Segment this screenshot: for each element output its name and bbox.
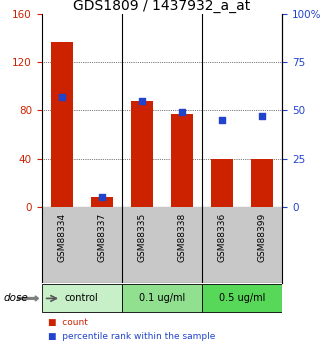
Text: GSM88336: GSM88336: [218, 213, 227, 262]
Text: GSM88335: GSM88335: [137, 213, 147, 262]
Text: GSM88338: GSM88338: [178, 213, 187, 262]
Text: GSM88334: GSM88334: [57, 213, 66, 262]
Bar: [91, 197, 113, 207]
Point: [59, 94, 64, 100]
Bar: [122, 284, 202, 313]
Bar: [51, 41, 73, 207]
Text: control: control: [65, 293, 99, 303]
Text: ■  percentile rank within the sample: ■ percentile rank within the sample: [48, 332, 215, 341]
Point: [220, 117, 225, 123]
Point: [140, 98, 145, 104]
Text: GSM88399: GSM88399: [258, 213, 267, 262]
Bar: [42, 284, 122, 313]
Text: GSM88337: GSM88337: [97, 213, 107, 262]
Bar: [211, 159, 233, 207]
Point: [180, 110, 185, 115]
Text: 0.1 ug/ml: 0.1 ug/ml: [139, 293, 185, 303]
Bar: [171, 114, 193, 207]
Point: [100, 195, 105, 200]
Title: GDS1809 / 1437932_a_at: GDS1809 / 1437932_a_at: [74, 0, 251, 13]
Text: ■  count: ■ count: [48, 318, 88, 327]
Bar: [202, 284, 282, 313]
Bar: [251, 159, 273, 207]
Text: dose: dose: [3, 294, 28, 303]
Text: 0.5 ug/ml: 0.5 ug/ml: [219, 293, 265, 303]
Bar: [131, 101, 153, 207]
Point: [260, 114, 265, 119]
